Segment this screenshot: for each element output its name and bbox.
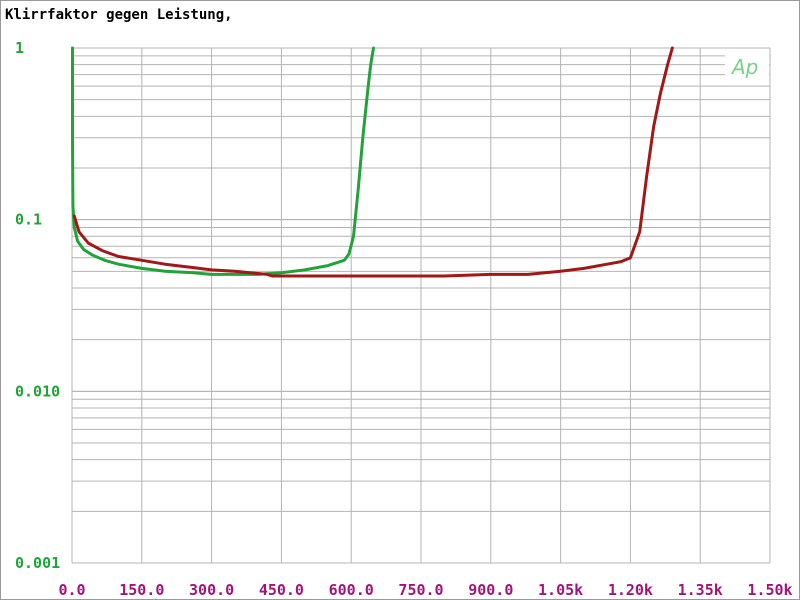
x-tick-label: 900.0 [468, 581, 513, 599]
x-tick-label: 1.50k [747, 581, 792, 599]
x-tick-label: 1.20k [608, 581, 653, 599]
x-tick-label: 750.0 [398, 581, 443, 599]
x-tick-label: 600.0 [329, 581, 374, 599]
x-tick-label: 1.35k [678, 581, 723, 599]
x-tick-label: 0.0 [58, 581, 85, 599]
y-tick-label: 0.001 [15, 554, 60, 572]
y-tick-label: 1 [15, 39, 24, 57]
x-tick-label: 450.0 [259, 581, 304, 599]
series-line-2 [72, 46, 674, 278]
x-tick-label: 150.0 [119, 581, 164, 599]
x-tick-label: 1.05k [538, 581, 583, 599]
ap-mark: Ap [730, 55, 758, 79]
x-tick-label: 300.0 [189, 581, 234, 599]
ap-mark-background [725, 51, 769, 79]
y-tick-label: 0.010 [15, 382, 60, 400]
y-tick-label: 0.1 [15, 211, 42, 229]
chart-title: Klirrfaktor gegen Leistung, [5, 7, 233, 23]
series-line-1 [71, 46, 375, 276]
